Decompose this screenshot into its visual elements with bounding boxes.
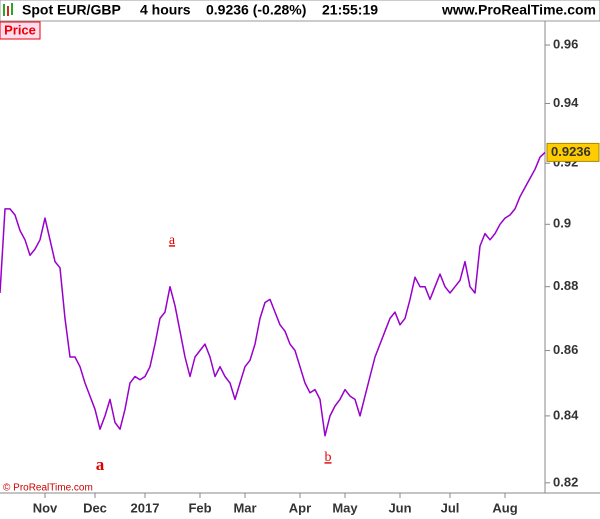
instrument: Spot EUR/GBP [22,2,121,18]
x-tick-label: Apr [289,500,311,515]
x-tick-label: Mar [233,500,256,515]
panel-label: Price [4,22,36,37]
copyright: © ProRealTime.com [3,483,93,494]
time: 21:55:19 [322,2,378,18]
annotation: b [325,450,332,465]
app-icon [3,3,13,16]
x-tick-label: Nov [33,500,58,515]
x-tick-label: Jul [441,500,460,515]
panel-label-box [0,21,41,40]
x-tick-label: Dec [83,500,107,515]
timeframe: 4 hours [140,2,191,18]
x-tick-label: Aug [492,500,517,515]
x-tick-label: 2017 [131,500,160,515]
x-tick-label: Feb [188,500,211,515]
y-tick-label: 0.86 [553,342,578,357]
x-tick-label: May [332,500,358,515]
y-tick-label: 0.94 [553,95,579,110]
y-tick-label: 0.82 [553,474,578,489]
annotation: a [96,455,105,474]
header-bar [0,0,600,22]
x-tick-label: Jun [388,500,411,515]
site: www.ProRealTime.com [441,2,596,18]
price-line [0,151,546,437]
plot [0,151,546,437]
y-tick-label: 0.84 [553,407,579,422]
y-tick-label: 0.9 [553,216,571,231]
annotation: a [169,233,176,248]
last-price-box [546,142,600,162]
y-tick-label: 0.96 [553,36,578,51]
last-price-label: 0.9236 [551,144,591,159]
y-tick-label: 0.88 [553,278,578,293]
quote: 0.9236 (-0.28%) [206,2,306,18]
